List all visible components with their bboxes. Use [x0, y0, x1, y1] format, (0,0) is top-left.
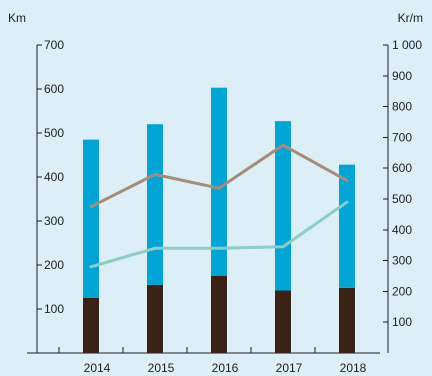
left-tick-label-600: 600	[44, 82, 64, 96]
left-tick-label-400: 400	[44, 170, 64, 184]
right-tick-label-1000: 1 000	[392, 38, 422, 52]
bar-segment-0-2014	[83, 298, 99, 353]
bar-segment-0-2018	[339, 287, 355, 353]
bars-layer	[83, 87, 355, 353]
left-tick-label-500: 500	[44, 126, 64, 140]
bar-segment-0-2015	[147, 284, 163, 353]
right-tick-label-900: 900	[392, 69, 412, 83]
lines-layer	[89, 143, 349, 269]
x-tick-label-2016: 2016	[212, 361, 239, 375]
x-tick-label-2017: 2017	[276, 361, 303, 375]
right-tick-label-200: 200	[392, 284, 412, 298]
left-axis-title: Km	[8, 11, 26, 25]
x-tick-label-2015: 2015	[148, 361, 175, 375]
bar-segment-1-2015	[147, 124, 163, 285]
x-tick-label-2014: 2014	[84, 361, 111, 375]
right-tick-label-800: 800	[392, 100, 412, 114]
left-tick-label-100: 100	[44, 302, 64, 316]
x-tick-labels: 2014 2015 2016 2017 2018	[84, 361, 367, 375]
right-tick-label-300: 300	[392, 254, 412, 268]
right-tick-label-100: 100	[392, 315, 412, 329]
bar-segment-0-2017	[275, 290, 291, 353]
bar-segment-0-2016	[211, 276, 227, 353]
right-axis-title: Kr/m	[398, 11, 423, 25]
right-tick-label-700: 700	[392, 130, 412, 144]
bar-segment-1-2014	[83, 139, 99, 298]
bar-segment-1-2016	[211, 87, 227, 277]
bar-segment-1-2018	[339, 164, 355, 288]
ticks-layer: 100 200 300 400 500 600 700 100 200 300 400 500 600 7…	[37, 38, 422, 353]
left-tick-label-300: 300	[44, 214, 64, 228]
x-tick-label-2018: 2018	[340, 361, 367, 375]
left-tick-label-200: 200	[44, 258, 64, 272]
right-tick-label-600: 600	[392, 161, 412, 175]
right-tick-label-400: 400	[392, 223, 412, 237]
right-tick-label-500: 500	[392, 192, 412, 206]
left-tick-label-700: 700	[44, 38, 64, 52]
